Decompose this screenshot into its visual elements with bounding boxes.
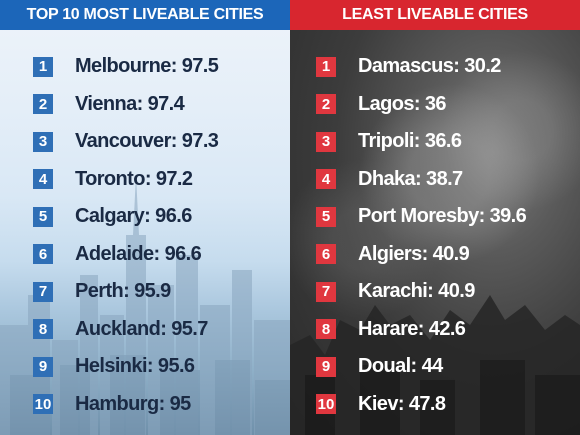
list-item: 10 Hamburg: 95: [33, 386, 218, 424]
city-score-label: Dhaka: 38.7: [358, 167, 463, 190]
list-item: 2 Lagos: 36: [316, 86, 526, 124]
city-score-label: Helsinki: 95.6: [75, 355, 195, 378]
list-item: 5 Port Moresby: 39.6: [316, 198, 527, 236]
rank-badge: 9: [316, 356, 336, 377]
rank-badge: 4: [316, 169, 336, 190]
list-item: 10 Kiev: 47.8: [316, 386, 526, 424]
list-item: 9 Doual: 44: [316, 348, 526, 386]
rank-badge: 10: [33, 394, 53, 415]
city-score-label: Vancouver: 97.3: [75, 130, 219, 153]
list-item: 3 Vancouver: 97.3: [33, 123, 219, 161]
city-score-label: Calgary: 96.6: [75, 205, 192, 228]
list-item: 7 Karachi: 40.9: [316, 273, 526, 311]
most-liveable-panel: TOP 10 MOST LIVEABLE CITIES 1 Melbourne: …: [0, 0, 290, 435]
city-score-label: Port Moresby: 39.6: [358, 205, 527, 228]
city-score-label: Perth: 95.9: [75, 280, 171, 303]
rank-badge: 8: [33, 319, 53, 340]
rank-badge: 1: [316, 56, 336, 77]
most-liveable-list: 1 Melbourne: 97.5 2 Vienna: 97.4 3 Vancouver:…: [33, 48, 219, 424]
list-item: 6 Adelaide: 96.6: [33, 236, 218, 274]
city-score-label: Damascus: 30.2: [358, 55, 501, 78]
rank-badge: 1: [33, 56, 53, 77]
list-item: 3 Tripoli: 36.6: [316, 123, 526, 161]
city-score-label: Lagos: 36: [358, 92, 447, 115]
city-score-label: Auckland: 95.7: [75, 317, 208, 340]
city-score-label: Hamburg: 95: [75, 392, 191, 415]
rank-badge: 9: [33, 356, 53, 377]
city-score-label: Adelaide: 96.6: [75, 242, 202, 265]
rank-badge: 7: [316, 281, 336, 302]
list-item: 8 Harare: 42.6: [316, 311, 526, 349]
city-score-label: Karachi: 40.9: [358, 280, 475, 303]
rank-badge: 6: [33, 244, 53, 265]
rank-badge: 7: [33, 281, 53, 302]
list-item: 1 Damascus: 30.2: [316, 48, 526, 86]
list-item: 4 Dhaka: 38.7: [316, 161, 526, 199]
city-score-label: Toronto: 97.2: [75, 167, 193, 190]
least-liveable-panel: LEAST LIVEABLE CITIES 1 Damascus: 30.2 2 La…: [290, 0, 580, 435]
list-item: 1 Melbourne: 97.5: [33, 48, 219, 86]
rank-badge: 4: [33, 169, 53, 190]
rank-badge: 2: [33, 94, 53, 115]
rank-badge: 5: [33, 206, 53, 227]
list-item: 4 Toronto: 97.2: [33, 161, 218, 199]
rank-badge: 2: [316, 94, 336, 115]
rank-badge: 5: [316, 206, 336, 227]
city-score-label: Kiev: 47.8: [358, 392, 446, 415]
city-score-label: Algiers: 40.9: [358, 242, 470, 265]
ruined-city-image: [290, 295, 580, 435]
rank-badge: 3: [33, 131, 53, 152]
city-skyline-image: [0, 175, 290, 435]
list-item: 5 Calgary: 96.6: [33, 198, 218, 236]
rank-badge: 6: [316, 244, 336, 265]
list-item: 2 Vienna: 97.4: [33, 86, 218, 124]
city-score-label: Melbourne: 97.5: [75, 55, 219, 78]
list-item: 9 Helsinki: 95.6: [33, 348, 218, 386]
city-score-label: Vienna: 97.4: [75, 92, 185, 115]
list-item: 6 Algiers: 40.9: [316, 236, 526, 274]
list-item: 7 Perth: 95.9: [33, 273, 218, 311]
least-liveable-header: LEAST LIVEABLE CITIES: [290, 0, 580, 30]
least-liveable-list: 1 Damascus: 30.2 2 Lagos: 36 3 Tripoli: 36.6 4…: [316, 48, 527, 424]
city-score-label: Harare: 42.6: [358, 317, 466, 340]
rank-badge: 3: [316, 131, 336, 152]
most-liveable-header: TOP 10 MOST LIVEABLE CITIES: [0, 0, 290, 30]
rank-badge: 8: [316, 319, 336, 340]
city-score-label: Doual: 44: [358, 355, 443, 378]
list-item: 8 Auckland: 95.7: [33, 311, 218, 349]
city-score-label: Tripoli: 36.6: [358, 130, 462, 153]
rank-badge: 10: [316, 394, 336, 415]
